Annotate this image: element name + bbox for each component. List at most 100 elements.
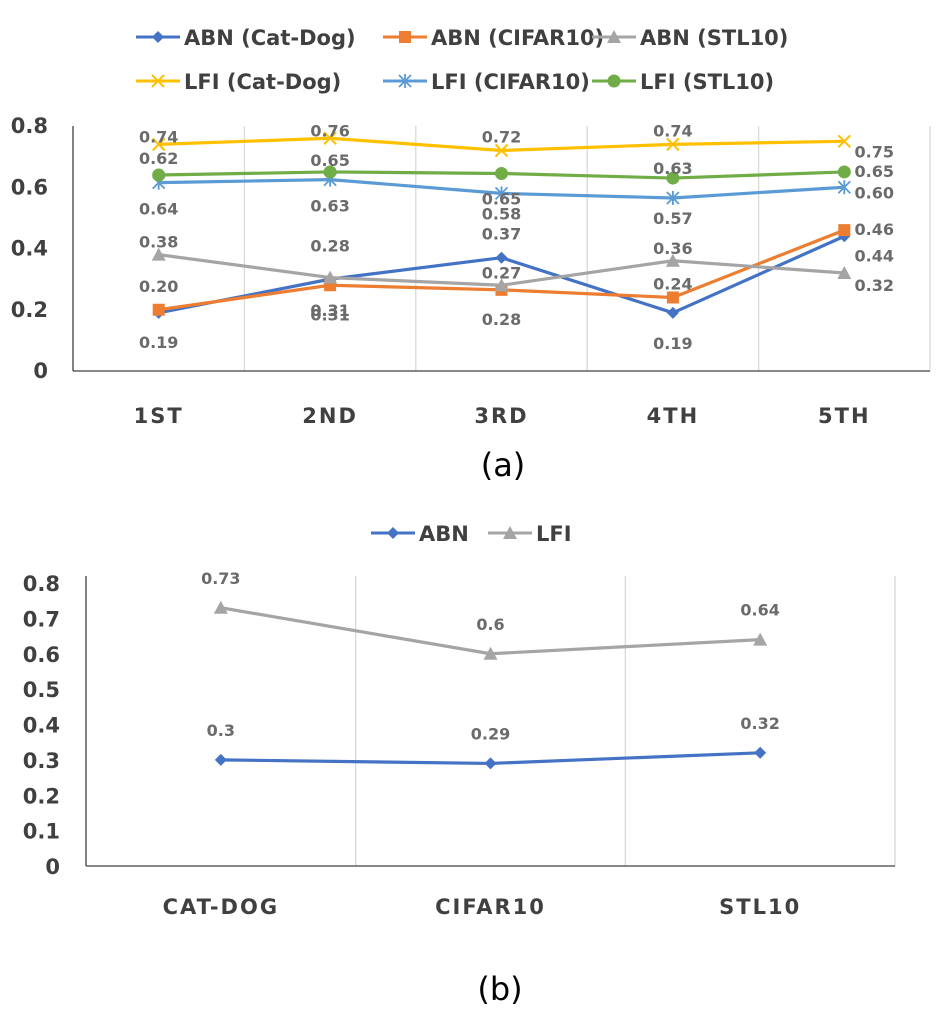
x-category-label: 5TH xyxy=(818,404,871,428)
data-point xyxy=(495,251,508,264)
x-category-label: CAT-DOG xyxy=(163,895,280,919)
data-label: 0.74 xyxy=(653,121,692,140)
chart-b-y-ticks: 0 0.1 0.2 0.3 0.4 0.5 0.6 0.7 0.8 xyxy=(23,572,60,879)
legend-entry: LFI (Cat-Dog) xyxy=(136,70,341,94)
legend-marker xyxy=(398,74,412,88)
data-point xyxy=(837,266,852,279)
legend-entry: LFI (STL10) xyxy=(592,70,774,94)
legend-entry: LFI (CIFAR10) xyxy=(383,70,590,94)
chart-a-x-categories: 1ST 2ND 3RD 4TH 5TH xyxy=(134,404,871,428)
legend-marker xyxy=(387,527,399,539)
legend-label: ABN (Cat-Dog) xyxy=(184,26,356,50)
data-label: 0.31 xyxy=(310,305,349,324)
data-label: 0.74 xyxy=(139,127,178,146)
series: 0.62 0.65 0.65 0.63 0.65 xyxy=(139,149,894,208)
legend-entry: ABN (Cat-Dog) xyxy=(136,26,356,50)
legend-label: ABN (STL10) xyxy=(640,26,788,50)
data-label: 0.63 xyxy=(653,159,692,178)
data-label: 0.32 xyxy=(855,276,894,295)
legend-entry: ABN xyxy=(371,522,469,546)
legend-label: LFI (Cat-Dog) xyxy=(184,70,341,94)
chart-a: ABN (Cat-Dog) ABN (CIFAR10) ABN (STL10) LFI… xyxy=(11,26,931,484)
legend-marker xyxy=(399,31,411,43)
data-label: 0.62 xyxy=(139,149,178,168)
data-label: 0.63 xyxy=(310,197,349,216)
data-point xyxy=(484,757,497,770)
data-point xyxy=(494,278,509,292)
y-tick-label: 0.6 xyxy=(23,643,60,667)
y-tick-label: 0 xyxy=(33,359,48,383)
data-point xyxy=(152,168,166,182)
chart-b-x-categories: CAT-DOG CIFAR10 STL10 xyxy=(163,895,801,919)
data-label: 0.75 xyxy=(855,142,894,161)
chart-a-legend: ABN (Cat-Dog) ABN (CIFAR10) ABN (STL10) LFI… xyxy=(136,26,788,94)
series: 0.64 0.63 0.58 0.57 0.60 xyxy=(139,172,894,228)
x-category-label: CIFAR10 xyxy=(435,895,546,919)
data-point xyxy=(838,224,851,237)
x-category-label: STL10 xyxy=(719,895,801,919)
legend-marker xyxy=(152,31,164,43)
data-point xyxy=(494,143,509,158)
series: 0.19 0.31 0.37 0.19 0.44 xyxy=(139,225,894,353)
data-point xyxy=(151,137,166,152)
legend-marker xyxy=(607,30,621,43)
data-label: 0.36 xyxy=(653,239,692,258)
legend-entry: LFI xyxy=(488,522,572,546)
x-category-label: 2ND xyxy=(302,404,358,428)
y-tick-label: 0.6 xyxy=(11,175,48,199)
series: 0.3 0.29 0.32 xyxy=(207,714,780,770)
data-point xyxy=(151,247,166,261)
data-label: 0.57 xyxy=(653,209,692,228)
data-label: 0.28 xyxy=(482,310,521,329)
data-label: 0.65 xyxy=(855,162,894,181)
series: 0.74 0.76 0.72 0.74 0.75 xyxy=(139,121,894,161)
series: 0.38 0.28 0.27 0.36 0.32 xyxy=(139,233,894,295)
data-label: 0.6 xyxy=(476,615,504,634)
chart-b: ABN LFI 0 0.1 0.2 0.3 0.4 0.5 0.6 0.7 0.8… xyxy=(23,522,896,1008)
legend-marker xyxy=(607,74,621,88)
data-label: 0.20 xyxy=(139,277,178,296)
data-point xyxy=(152,303,165,316)
data-point xyxy=(666,137,680,152)
data-point xyxy=(495,166,508,180)
data-point xyxy=(837,165,851,179)
data-point xyxy=(666,171,680,185)
data-label: 0.32 xyxy=(740,714,779,733)
data-label: 0.76 xyxy=(310,121,349,140)
data-label: 0.38 xyxy=(139,233,178,252)
legend-label: LFI (CIFAR10) xyxy=(431,70,590,94)
data-label: 0.24 xyxy=(653,275,692,294)
chart-b-gridlines xyxy=(85,576,896,867)
data-label: 0.19 xyxy=(139,333,178,352)
legend-label: ABN xyxy=(419,522,469,546)
y-tick-label: 0.1 xyxy=(23,820,60,844)
y-tick-label: 0.2 xyxy=(11,298,48,322)
data-label: 0.60 xyxy=(855,183,894,202)
data-point xyxy=(323,165,337,179)
chart-a-caption: (a) xyxy=(481,446,526,484)
data-label: 0.64 xyxy=(139,200,178,219)
data-point xyxy=(483,646,498,660)
legend-marker xyxy=(151,74,165,88)
legend-label: ABN (CIFAR10) xyxy=(431,26,604,50)
data-label: 0.37 xyxy=(482,225,521,244)
data-label: 0.3 xyxy=(207,721,235,740)
chart-a-plot-area: 0.19 0.31 0.37 0.19 0.44 0.20 0.31 0.28 0.24 0.46… xyxy=(139,121,894,353)
x-category-label: 1ST xyxy=(134,404,184,428)
data-point xyxy=(837,180,851,195)
chart-b-caption: (b) xyxy=(477,970,522,1008)
data-point xyxy=(213,600,228,614)
data-point xyxy=(323,131,337,145)
y-tick-label: 0.8 xyxy=(11,114,48,138)
x-category-label: 3RD xyxy=(474,404,528,428)
data-point xyxy=(323,270,338,284)
y-tick-label: 0.7 xyxy=(23,607,60,631)
data-point xyxy=(494,186,509,201)
y-tick-label: 0.4 xyxy=(11,237,48,261)
data-label: 0.28 xyxy=(310,237,349,256)
data-label: 0.72 xyxy=(482,128,521,147)
legend-entry: ABN (CIFAR10) xyxy=(383,26,604,50)
data-label: 0.58 xyxy=(482,204,521,223)
legend-label: LFI xyxy=(536,522,572,546)
